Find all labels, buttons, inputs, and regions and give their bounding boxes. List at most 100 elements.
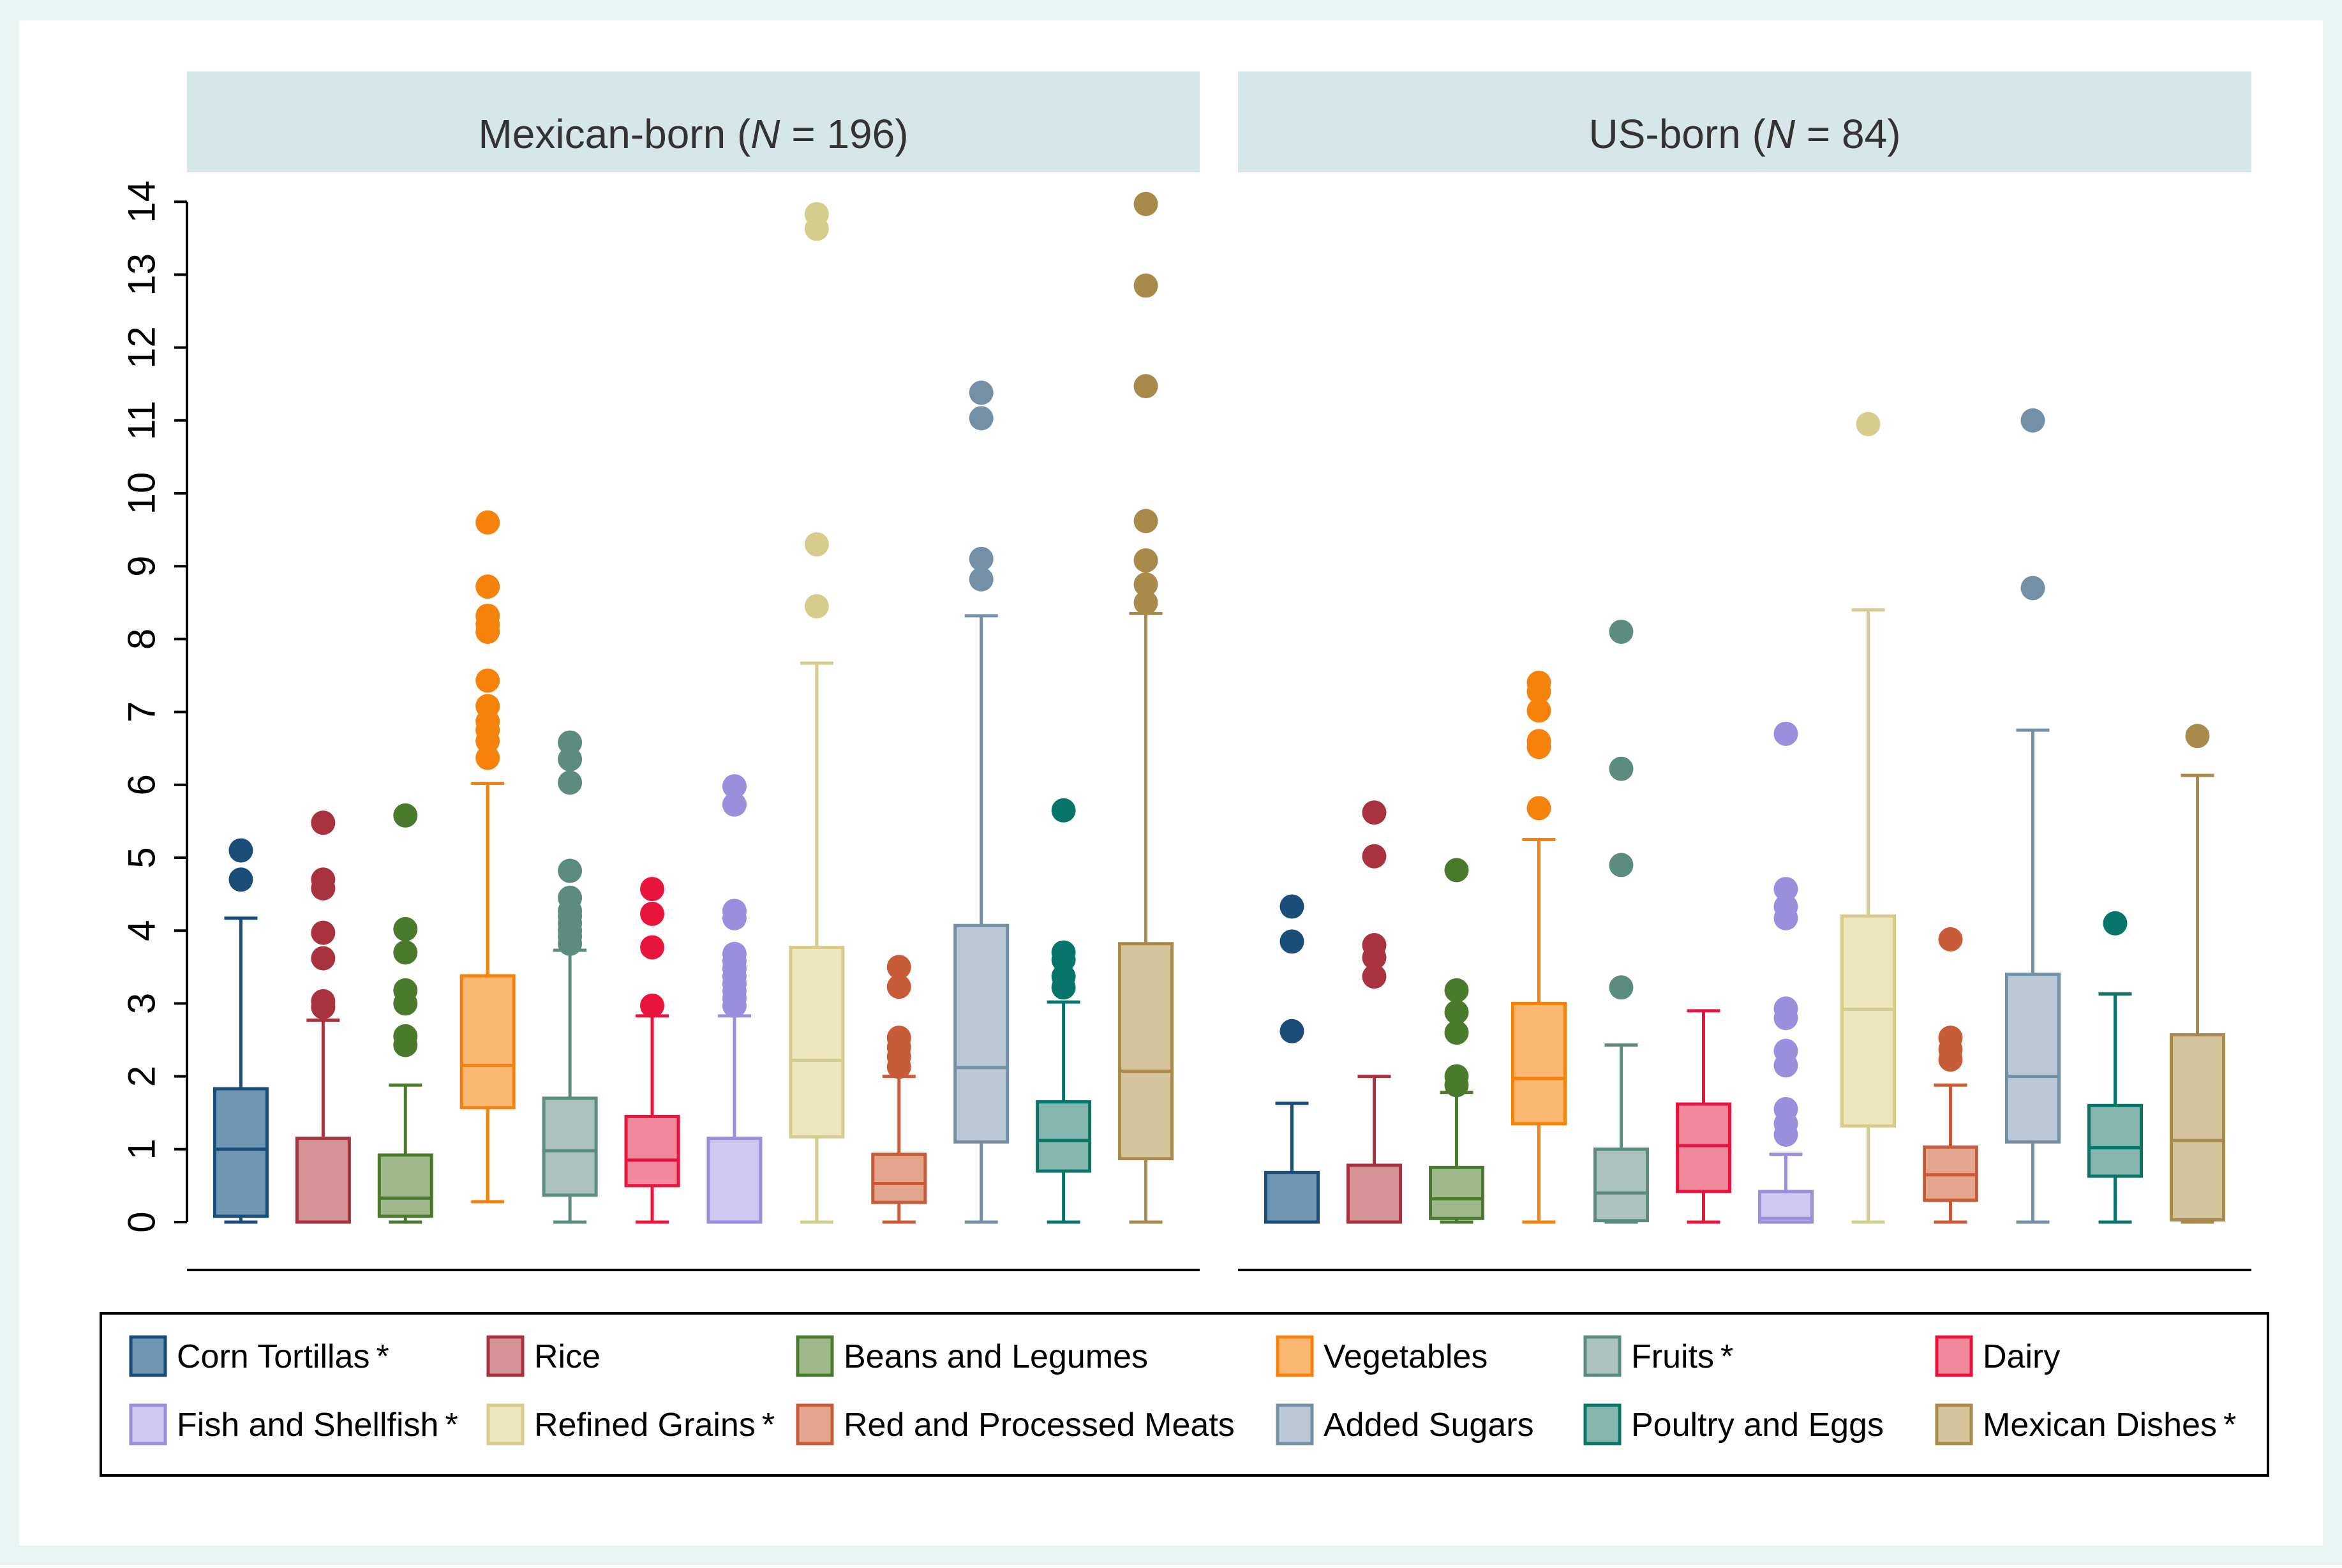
legend-item: Beans and Legumes [796,1335,1148,1377]
box-1-8 [789,202,845,1224]
outlier-point [1526,729,1551,754]
outlier-point [558,747,583,772]
outlier-point [1362,844,1387,869]
box-1-6 [624,877,680,1224]
outlier-point [1133,509,1158,534]
outlier-point [393,1024,418,1049]
legend-label: Poultry and Eggs [1631,1407,1884,1444]
legend-item: Dairy [1935,1335,2060,1377]
outlier-point [1773,1096,1798,1121]
panel-strip [187,71,1200,172]
y-tick-label: 10 [121,472,163,515]
panel-title-suffix: = 84) [1795,111,1900,157]
legend-swatch [1583,1335,1622,1377]
outlier-point [2185,724,2210,749]
box-1-4 [459,510,516,1204]
outlier-point [1773,721,1798,746]
panel-title-prefix: US-born ( [1588,111,1765,157]
y-tick-label: 7 [121,701,163,722]
outlier-point [475,694,500,719]
outlier-point [1773,894,1798,919]
legend-item: Vegetables [1276,1335,1488,1377]
box-1-3 [377,803,433,1224]
box-2-3 [1429,858,1484,1224]
outlier-point [1051,798,1076,823]
panel-title: US-born (N = 84) [1588,111,1900,157]
iqr-box [1511,1001,1567,1126]
legend-label-text: Dairy [1983,1338,2060,1375]
box-2-8 [1840,412,1896,1224]
legend-label-text: Refined Grains [534,1407,756,1444]
legend-asterisk: * [762,1407,775,1444]
legend-label: Corn Tortillas * [177,1338,389,1375]
outlier-point [886,974,911,999]
y-tick-label: 0 [121,1211,163,1232]
box-2-1 [1264,894,1320,1224]
outlier-point [1133,572,1158,597]
outlier-point [1609,975,1634,1000]
outlier-point [1938,1026,1963,1050]
outlier-point [640,901,665,926]
outlier-point [804,594,829,619]
outlier-point [969,546,994,571]
iqr-box [1676,1102,1731,1193]
box-2-7 [1758,721,1814,1224]
box-1-11 [1036,798,1092,1224]
panel-strip [1238,71,2251,172]
outlier-point [969,567,994,592]
box-1-12 [1118,191,1174,1224]
legend-label: Fish and Shellfish * [177,1407,458,1444]
iqr-box [2005,973,2061,1144]
outlier-point [1051,964,1076,989]
legend-label-text: Red and Processed Meats [844,1407,1235,1444]
outlier-point [475,574,500,599]
outlier-point [1609,619,1634,644]
legend-swatch [1583,1403,1622,1445]
box-2-2 [1346,800,1402,1224]
legend-swatch [486,1403,525,1445]
box-1-7 [706,774,763,1224]
outlier-point [969,406,994,431]
outlier-point [1133,590,1158,615]
legend-swatch [1276,1335,1314,1377]
legend-item: Added Sugars [1276,1403,1534,1445]
outlier-point [2020,576,2045,601]
legend: Corn Tortillas * Rice Beans and Legumes Vege… [100,1312,2269,1477]
legend-item: Rice [486,1335,600,1377]
legend-label-text: Rice [534,1338,600,1375]
outlier-point [804,202,829,227]
iqr-box [459,974,516,1110]
outlier-point [558,730,583,755]
iqr-box [1036,1100,1092,1173]
legend-swatch [129,1335,167,1377]
legend-asterisk: * [1720,1338,1733,1375]
panel-title-prefix: Mexican-born ( [478,111,750,157]
legend-swatch [796,1403,834,1445]
outlier-point [1938,927,1963,952]
iqr-box [871,1153,927,1204]
iqr-box [1346,1163,1402,1224]
outlier-point [722,899,747,923]
y-tick-label: 6 [121,774,163,795]
plot-area [1238,172,2251,1270]
box-2-11 [2087,911,2143,1224]
outlier-point [722,792,747,817]
outlier-point [1773,877,1798,902]
iqr-box [377,1153,433,1218]
outlier-point [1773,1038,1798,1063]
outlier-point [1133,273,1158,298]
outlier-point [311,810,336,835]
outlier-point [475,603,500,628]
legend-label: Vegetables [1324,1338,1488,1375]
outlier-point [1773,996,1798,1021]
legend-swatch [1935,1335,1973,1377]
legend-label: Fruits * [1631,1338,1733,1375]
legend-frame [100,1312,2269,1477]
legend-label-text: Mexican Dishes [1983,1407,2217,1444]
y-tick-label: 1 [121,1139,163,1160]
outlier-point [1444,1020,1469,1045]
outlier-point [558,858,583,883]
outlier-point [311,989,336,1013]
outlier-point [1444,978,1469,1003]
